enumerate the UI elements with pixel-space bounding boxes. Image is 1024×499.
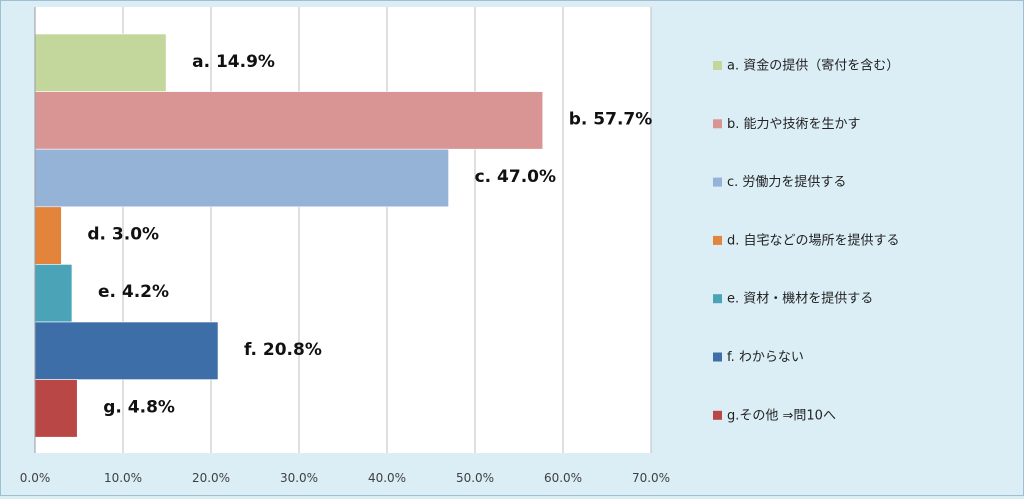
legend-label: c. 労働力を提供する bbox=[727, 174, 846, 190]
x-tick-label: 50.0% bbox=[456, 471, 494, 485]
data-label: a. 14.9% bbox=[192, 52, 275, 72]
legend-label: d. 自宅などの場所を提供する bbox=[727, 232, 900, 248]
data-label: e. 4.2% bbox=[98, 282, 169, 302]
bar bbox=[34, 91, 544, 150]
legend-label: f. わからない bbox=[727, 350, 804, 365]
legend-label: b. 能力や技術を生かす bbox=[727, 117, 861, 132]
data-label: g. 4.8% bbox=[103, 397, 175, 417]
x-tick-label: 70.0% bbox=[632, 471, 670, 485]
data-label: f. 20.8% bbox=[244, 340, 322, 360]
bar bbox=[34, 379, 78, 438]
x-tick-label: 20.0% bbox=[192, 471, 230, 485]
bar bbox=[34, 264, 73, 323]
data-label: c. 47.0% bbox=[475, 167, 556, 187]
bar bbox=[34, 33, 167, 92]
x-tick-label: 30.0% bbox=[280, 471, 318, 485]
data-labels: a. 14.9% b. 57.7% c. 47.0% d. 3.0% e. 4.2% f.… bbox=[87, 52, 652, 418]
x-tick-label: 10.0% bbox=[104, 471, 142, 485]
legend-swatch bbox=[713, 410, 722, 420]
legend-swatch bbox=[713, 352, 722, 362]
bar bbox=[34, 206, 62, 265]
bar bbox=[34, 321, 219, 380]
bar bbox=[34, 148, 449, 208]
legend-label: e. 資材・機材を提供する bbox=[727, 291, 873, 307]
legend-swatch bbox=[713, 61, 722, 70]
legend-swatch bbox=[713, 177, 722, 187]
legend-swatch bbox=[713, 235, 722, 245]
x-tick-label: 60.0% bbox=[544, 471, 582, 485]
data-label: b. 57.7% bbox=[569, 109, 653, 129]
data-label: d. 3.0% bbox=[87, 225, 159, 245]
legend-swatch bbox=[713, 119, 722, 129]
legend-swatch bbox=[713, 294, 722, 304]
x-tick-label: 0.0% bbox=[20, 471, 51, 485]
x-tick-label: 40.0% bbox=[368, 471, 406, 485]
legend-label: g.その他 ⇒問10へ bbox=[727, 408, 836, 423]
legend-label: a. 資金の提供（寄付を含む） bbox=[727, 58, 899, 74]
legend: a. 資金の提供（寄付を含む） b. 能力や技術を生かす c. 労働力を提供する d.… bbox=[713, 58, 900, 423]
bars bbox=[34, 33, 544, 438]
x-tick-labels: 0.0% 10.0% 20.0% 30.0% 40.0% 50.0% 60.0% 70.0% bbox=[20, 471, 670, 485]
